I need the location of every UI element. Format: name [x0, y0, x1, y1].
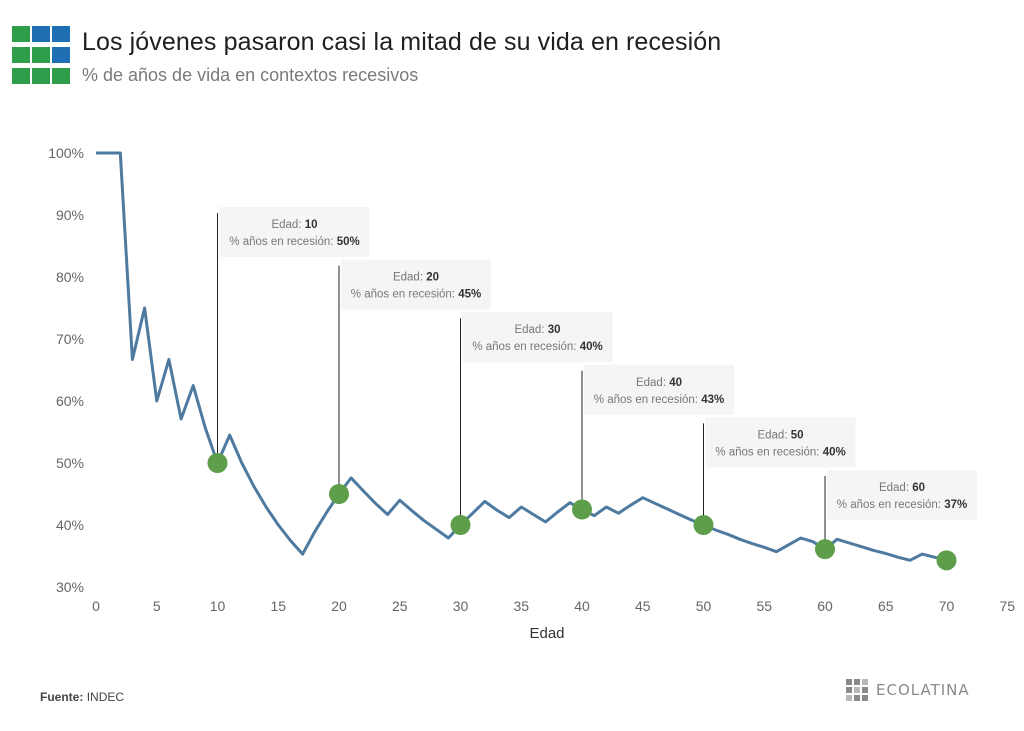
annotation-pct: % años en recesión: 37%	[837, 499, 967, 511]
data-point-marker	[450, 515, 471, 535]
x-tick-label: 60	[817, 598, 833, 614]
x-tick-label: 55	[756, 598, 772, 614]
annotation-pct: % años en recesión: 43%	[594, 394, 724, 406]
y-tick-label: 30%	[56, 579, 84, 595]
source-label: Fuente:	[40, 690, 84, 704]
data-point-marker	[693, 515, 714, 535]
annotation-leaders	[217, 213, 826, 550]
series-line	[96, 151, 947, 562]
source-note: Fuente: INDEC	[40, 690, 124, 704]
chart-subtitle: % de años de vida en contextos recesivos	[82, 65, 419, 85]
annotation-age: Edad: 60	[879, 482, 925, 494]
x-tick-label: 10	[210, 598, 226, 614]
annotation-pct: % años en recesión: 40%	[472, 341, 602, 353]
y-tick-label: 60%	[56, 393, 84, 409]
annotation-age: Edad: 50	[757, 429, 803, 441]
x-tick-label: 0	[92, 598, 100, 614]
x-tick-label: 35	[513, 598, 529, 614]
annotation-pct: % años en recesión: 50%	[229, 236, 359, 248]
y-tick-label: 40%	[56, 517, 84, 533]
annotation-box	[341, 259, 491, 310]
source-value: INDEC	[86, 690, 125, 704]
annotation-box	[219, 207, 370, 257]
x-axis-ticks: 0 5 10 15 20 25 30 35 40 45 50 55 60 65 70 75	[92, 598, 1015, 614]
annotation-box	[462, 312, 613, 363]
annotation-box	[705, 417, 856, 468]
x-tick-label: 25	[392, 598, 408, 614]
brand-name: ECOLATINA	[876, 681, 970, 699]
annotation-boxes: Edad: 10 % años en recesión: 50% Edad: 20%…	[219, 207, 977, 520]
x-axis-label: Edad	[529, 625, 564, 642]
annotation-pct: % años en recesión: 40%	[715, 446, 845, 458]
x-tick-label: 15	[270, 598, 286, 614]
annotation-box	[584, 364, 734, 415]
x-tick-label: 70	[939, 598, 955, 614]
chart-title: Los jóvenes pasaron casi la mitad de su …	[82, 28, 722, 56]
annotation-age: Edad: 20	[393, 272, 439, 284]
y-tick-label: 100%	[48, 145, 84, 161]
x-tick-label: 50	[696, 598, 712, 614]
annotation-pct: % años en recesión: 45%	[351, 289, 481, 301]
highlight-markers	[207, 453, 957, 571]
data-point-marker	[815, 539, 835, 560]
y-axis-ticks: 100% 90% 80% 70% 60% 50% 40% 30%	[48, 145, 84, 595]
ecolatina-grid-icon	[846, 679, 870, 701]
brand-logo: ECOLATINA	[846, 679, 970, 701]
annotation-box	[827, 470, 977, 520]
x-tick-label: 65	[878, 598, 894, 614]
x-tick-label: 5	[153, 598, 161, 614]
data-point-marker	[329, 484, 349, 504]
y-tick-label: 90%	[56, 207, 84, 223]
x-tick-label: 20	[331, 598, 347, 614]
annotation-age: Edad: 30	[514, 324, 560, 336]
y-tick-label: 80%	[56, 269, 84, 285]
annotation-age: Edad: 10	[271, 219, 317, 231]
x-tick-label: 45	[635, 598, 651, 614]
x-tick-label: 40	[574, 598, 590, 614]
data-point-marker	[936, 550, 957, 571]
annotation-age: Edad: 40	[636, 377, 682, 389]
grid-logo-icon	[12, 26, 72, 86]
y-tick-label: 50%	[56, 455, 84, 471]
data-point-marker	[207, 453, 228, 473]
y-tick-label: 70%	[56, 331, 84, 347]
x-tick-label: 30	[453, 598, 469, 614]
x-tick-label: 75	[999, 598, 1015, 614]
data-point-marker	[572, 499, 592, 520]
